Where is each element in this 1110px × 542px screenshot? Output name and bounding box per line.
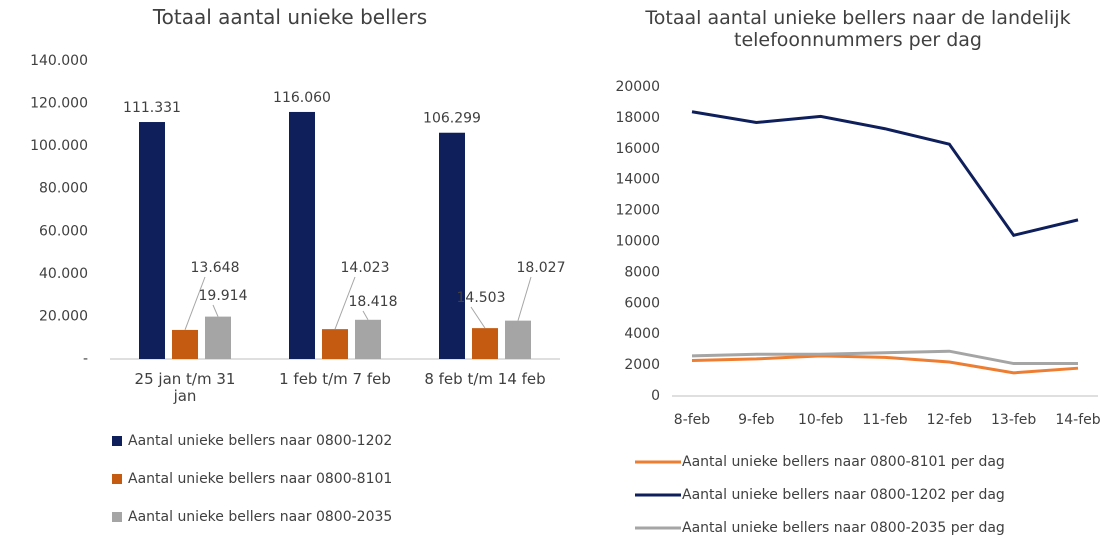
x-tick-label: 8-feb (674, 412, 711, 428)
data-label: 14.503 (457, 290, 506, 306)
legend-swatch (112, 474, 122, 484)
x-tick-label: 12-feb (927, 412, 972, 428)
data-label: 13.648 (191, 260, 240, 276)
legend-label: Aantal unieke bellers naar 0800-2035 per… (682, 520, 1005, 536)
leader-line (362, 310, 369, 321)
bar (439, 132, 465, 359)
legend-swatch (112, 512, 122, 522)
x-tick-label: 11-feb (862, 412, 907, 428)
bar (322, 329, 348, 359)
x-tick-label: 1 feb t/m 7 feb (279, 370, 391, 388)
data-label: 18.027 (517, 260, 566, 276)
y-tick-label: 140.000 (30, 53, 88, 69)
legend-label: Aantal unieke bellers naar 0800-8101 (128, 471, 392, 487)
leader-line (517, 276, 532, 321)
x-tick-label: 9-feb (738, 412, 775, 428)
legend-label: Aantal unieke bellers naar 0800-1202 (128, 433, 392, 449)
x-tick-label: 10-feb (798, 412, 843, 428)
legend-label: Aantal unieke bellers naar 0800-8101 per… (682, 454, 1005, 470)
line (691, 354, 1079, 375)
legend-label: Aantal unieke bellers naar 0800-2035 (128, 509, 392, 525)
y-tick-label: 12000 (615, 203, 660, 219)
y-tick-label: 0 (651, 388, 660, 404)
data-label: 111.331 (123, 100, 181, 116)
y-tick-label: 40.000 (39, 266, 88, 282)
data-label: 106.299 (423, 111, 481, 127)
legend-label: Aantal unieke bellers naar 0800-1202 per… (682, 487, 1005, 503)
y-tick-label: 18000 (615, 110, 660, 126)
bar (172, 329, 198, 359)
bar (355, 319, 381, 359)
bar (139, 122, 165, 359)
data-label: 18.418 (349, 294, 398, 310)
x-tick-label: 14-feb (1055, 412, 1100, 428)
y-tick-label: - (83, 351, 88, 367)
chart-title: Totaal aantal unieke bellers naar de lan… (645, 7, 1071, 51)
y-tick-label: 14000 (615, 172, 660, 188)
bar (205, 316, 231, 359)
data-label: 116.060 (273, 90, 331, 106)
x-tick-label: 13-feb (991, 412, 1036, 428)
y-tick-label: 60.000 (39, 223, 88, 239)
y-tick-label: 16000 (615, 141, 660, 157)
bar (505, 320, 531, 359)
line (691, 110, 1079, 238)
legend-swatch (112, 436, 122, 446)
x-tick-label: 8 feb t/m 14 feb (424, 370, 546, 388)
leader-line (184, 276, 206, 331)
y-tick-label: 120.000 (30, 96, 88, 112)
y-tick-label: 4000 (624, 326, 660, 342)
leader-line (334, 276, 356, 330)
y-tick-label: 80.000 (39, 181, 88, 197)
y-tick-label: 100.000 (30, 138, 88, 154)
y-tick-label: 20.000 (39, 308, 88, 324)
y-tick-label: 8000 (624, 264, 660, 280)
bar (472, 328, 498, 359)
x-tick-label: 25 jan t/m 31 jan (134, 370, 236, 406)
bar (289, 111, 315, 359)
data-label: 19.914 (199, 288, 248, 304)
y-tick-label: 20000 (615, 79, 660, 95)
leader-line (470, 306, 486, 329)
y-tick-label: 2000 (624, 357, 660, 373)
chart-title: Totaal aantal unieke bellers (152, 5, 428, 29)
leader-line (212, 304, 219, 317)
y-tick-label: 6000 (624, 295, 660, 311)
line (691, 349, 1078, 366)
y-tick-label: 10000 (615, 234, 660, 250)
data-label: 14.023 (341, 260, 390, 276)
